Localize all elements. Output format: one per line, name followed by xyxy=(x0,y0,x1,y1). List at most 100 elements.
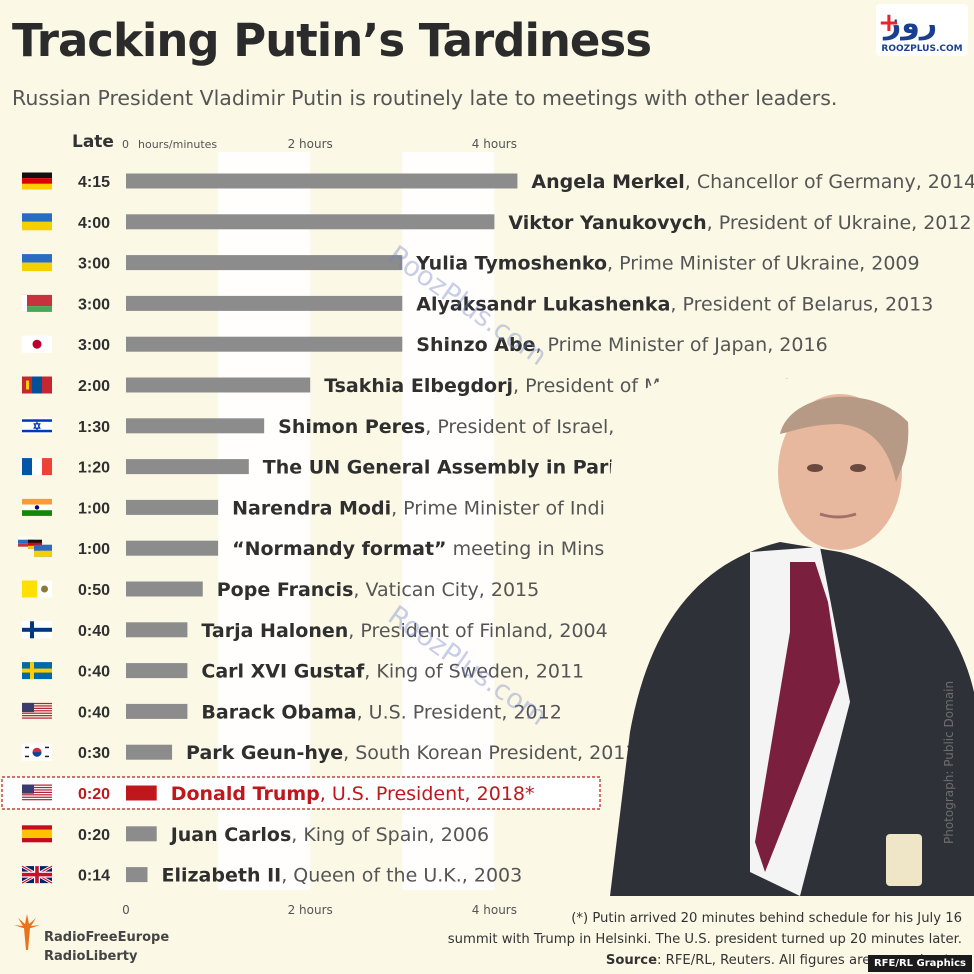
bar xyxy=(126,377,311,393)
tick-label: 2 hours xyxy=(288,137,333,151)
flag-part xyxy=(22,705,52,707)
time-label: 0:20 xyxy=(78,827,110,844)
chair-post xyxy=(886,834,922,886)
bar xyxy=(126,540,219,556)
bar xyxy=(126,295,403,311)
axis-label-late: Late xyxy=(72,132,114,152)
leader-label: Alyaksandr Lukashenka, President of Bela… xyxy=(416,293,933,315)
bar xyxy=(126,255,403,271)
flag-part xyxy=(25,746,29,749)
flag-part xyxy=(22,794,52,796)
bar xyxy=(126,418,265,434)
bar xyxy=(126,703,188,719)
time-label: 1:20 xyxy=(78,460,110,477)
usa-flag-icon xyxy=(22,784,52,801)
leader-label: Tarja Halonen, President of Finland, 200… xyxy=(201,620,607,642)
flag-part xyxy=(22,294,27,312)
leader-description: , King of Sweden, 2011 xyxy=(364,661,584,683)
bar xyxy=(126,744,173,760)
flag-part xyxy=(41,585,48,593)
flag-part xyxy=(22,715,52,717)
leader-description: , President of Belarus, 2013 xyxy=(670,293,933,315)
logo-mark: روز xyxy=(884,6,938,41)
flag-part xyxy=(22,796,52,798)
leader-description: , President of Ukraine, 2012 xyxy=(707,212,972,234)
flag-part xyxy=(45,755,49,758)
time-label: 0:40 xyxy=(78,623,110,640)
flag-part xyxy=(22,789,52,791)
time-label: 0:40 xyxy=(78,664,110,681)
flag-part xyxy=(22,702,34,713)
leader-description: , Chancellor of Germany, 2014 xyxy=(685,171,974,193)
gridline-band xyxy=(218,152,311,890)
bar xyxy=(126,663,188,679)
bar xyxy=(126,173,518,189)
flag-part xyxy=(22,213,52,222)
bar xyxy=(126,214,495,230)
flag-part xyxy=(22,791,52,793)
source-label: Source xyxy=(605,953,658,968)
flag-part xyxy=(22,872,52,877)
tick-label: 0 xyxy=(122,903,130,917)
flag-part xyxy=(22,784,34,794)
time-label: 4:00 xyxy=(78,215,110,232)
sweden-flag-icon xyxy=(22,662,52,680)
bar xyxy=(126,581,203,597)
leader-description: , President of Finland, 2004 xyxy=(348,620,607,642)
time-label: 0:20 xyxy=(78,786,110,803)
flag-part xyxy=(42,376,52,394)
flag-part xyxy=(32,339,42,349)
flag-part xyxy=(22,254,52,263)
leader-name: Carl XVI Gustaf xyxy=(201,661,365,683)
leader-name: Narendra Modi xyxy=(232,497,391,519)
leader-name: Shinzo Abe xyxy=(416,334,535,356)
usa-flag-icon xyxy=(22,702,52,719)
leader-description: , Vatican City, 2015 xyxy=(353,579,539,601)
time-label: 0:40 xyxy=(78,704,110,721)
leader-name: Elizabeth II xyxy=(161,865,281,887)
time-label: 4:15 xyxy=(78,174,110,191)
leader-name: The UN General Assembly in Paris xyxy=(263,457,626,479)
belarus-flag-icon xyxy=(22,294,52,312)
bar xyxy=(126,867,148,883)
japan-flag-icon xyxy=(22,335,52,353)
flag-part xyxy=(22,580,37,598)
leader-label: Angela Merkel, Chancellor of Germany, 20… xyxy=(531,171,974,193)
leader-name: Shimon Peres xyxy=(278,416,425,438)
flag-part xyxy=(22,294,52,307)
tie xyxy=(755,562,840,872)
flag-part xyxy=(22,458,32,476)
flag-part xyxy=(22,668,52,673)
leader-description: , U.S. President, 2018* xyxy=(320,783,535,805)
normandy-flag-icon xyxy=(18,536,52,557)
flag-part xyxy=(22,717,52,719)
spain-flag-icon xyxy=(22,825,52,843)
leader-name: Angela Merkel xyxy=(531,171,684,193)
logo-plus: + xyxy=(878,8,900,38)
tick-label: 0 xyxy=(122,138,129,151)
bar xyxy=(126,826,157,842)
flag-part xyxy=(18,539,34,544)
ukraine-flag-icon xyxy=(22,213,52,231)
leader-description: , King of Spain, 2006 xyxy=(291,824,489,846)
flag-part xyxy=(32,458,42,476)
leader-label: Pope Francis, Vatican City, 2015 xyxy=(217,579,539,601)
flag-part xyxy=(22,702,52,705)
chart-subtitle: Russian President Vladimir Putin is rout… xyxy=(12,86,838,110)
footnote-line-1: (*) Putin arrived 20 minutes behind sche… xyxy=(571,911,962,926)
flag-part xyxy=(22,183,52,190)
leader-name: “Normandy format” xyxy=(232,538,446,560)
leader-name: Juan Carlos xyxy=(169,824,292,846)
leader-description: , U.S. President, 2012 xyxy=(357,701,562,723)
leader-name: Park Geun-hye xyxy=(186,742,343,764)
leader-label: Elizabeth II, Queen of the U.K., 2003 xyxy=(161,865,522,887)
flag-part xyxy=(34,505,40,510)
tick-label: 4 hours xyxy=(472,903,517,917)
tick-label: 4 hours xyxy=(472,137,517,151)
france-flag-icon xyxy=(22,458,52,476)
flag-part xyxy=(25,755,29,758)
leader-name: Viktor Yanukovych xyxy=(508,212,706,234)
leader-name: Tsakhia Elbegdorj xyxy=(324,375,513,397)
hair xyxy=(780,396,909,482)
flag-part xyxy=(22,710,52,712)
